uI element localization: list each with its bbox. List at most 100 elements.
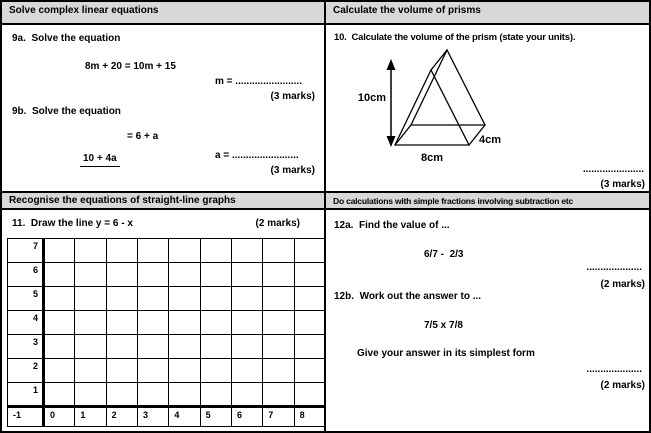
arrow-down-head [386,136,396,147]
q9a-marks: (3 marks) [270,91,315,102]
grid-cell [199,358,232,383]
grid-x-label: 7 [262,405,295,427]
arrow-up-head [386,59,396,70]
q11-label: 11. Draw the line y = 6 - x [12,218,133,229]
grid-cell [42,334,76,359]
q12b-answer-dots: .................... [586,364,642,375]
grid-y-label: 3 [7,334,45,359]
grid-cell [136,238,170,263]
prism-diagram: 10cm 8cm 4cm [358,48,501,164]
q10-marks: (3 marks) [600,179,645,190]
grid-y-label: 2 [7,358,45,383]
grid-cell [293,286,327,311]
grid-x-label: 0 [42,405,76,427]
q9a-equation: 8m + 20 = 10m + 15 [85,61,176,72]
section-header-volume-prisms: Calculate the volume of prisms [326,2,649,25]
grid-cell [262,310,295,335]
grid-cell [230,286,264,311]
pane-divider [324,2,326,431]
grid-cell [136,310,170,335]
grid-cell [74,358,107,383]
grid-cell [42,238,76,263]
grid-cell [105,310,138,335]
grid-cell [42,286,76,311]
section-header-linear-equations: Solve complex linear equations [2,2,324,25]
prism-depth-label: 4cm [479,134,501,146]
grid-cell [168,262,201,287]
grid-cell [168,310,201,335]
grid-cell [262,334,295,359]
grid-cell [168,334,201,359]
q9b-marks: (3 marks) [270,165,315,176]
q9b-answer-dots: ........................ [231,150,299,161]
grid-cell [105,334,138,359]
grid-cell [74,310,107,335]
prism-edges [390,48,487,146]
grid-x-label: 1 [74,405,107,427]
q9b-fraction: 10 + 4a 3 [80,129,120,227]
grid-cell [262,286,295,311]
q12a-label: 12a. Find the value of ... [334,220,450,231]
grid-cell [262,238,295,263]
grid-cell [105,358,138,383]
grid-cell [293,238,327,263]
q10-answer-dots: ...................... [582,164,644,175]
grid-cell [105,286,138,311]
grid-cell [74,238,107,263]
grid-x-label: -1 [7,405,45,427]
q9a-label: 9a. Solve the equation [12,33,121,44]
grid-cell [136,262,170,287]
grid-cell [105,382,138,407]
grid-cell [230,382,264,407]
grid-x-label: 2 [105,405,138,427]
grid-cell [74,334,107,359]
grid-cell [168,286,201,311]
q12b-note: Give your answer in its simplest form [357,348,535,359]
prism-height-label: 10cm [358,92,386,104]
grid-cell [74,286,107,311]
grid-cell [74,262,107,287]
grid-cell [168,238,201,263]
grid-cell [42,262,76,287]
grid-cell [105,238,138,263]
graph-grid[interactable]: 7 6 5 4 3 2 1 -1 0 1 2 3 4 5 6 7 8 [7,238,327,427]
grid-x-label: 6 [230,405,264,427]
q9b-label: 9b. Solve the equation [12,106,121,117]
grid-cell [42,358,76,383]
q9b-answer-line: a = ........................ [215,150,299,162]
grid-cell [293,358,327,383]
grid-cell [136,382,170,407]
grid-cell [293,310,327,335]
grid-cell [230,358,264,383]
q11-marks: (2 marks) [255,218,300,229]
grid-cell [293,382,327,407]
grid-cell [74,382,107,407]
q10-label: 10. Calculate the volume of the prism (s… [334,32,576,43]
grid-y-label: 7 [7,238,45,263]
grid-cell [199,238,232,263]
grid-y-label: 5 [7,286,45,311]
q9a-answer-prefix: m = [215,76,236,87]
grid-cell [42,310,76,335]
grid-y-label: 1 [7,382,45,407]
q12a-answer-dots: .................... [586,262,642,273]
grid-cell [262,382,295,407]
q12b-marks: (2 marks) [600,380,645,391]
grid-cell [168,358,201,383]
q12b-expression: 7/5 x 7/8 [424,320,463,331]
grid-x-label: 8 [293,405,327,427]
section-header-straight-line-graphs: Recognise the equations of straight-line… [2,191,324,210]
grid-cell [136,334,170,359]
grid-cell [230,262,264,287]
q9a-answer-dots: ........................ [235,76,302,87]
grid-cell [262,358,295,383]
grid-cell [136,358,170,383]
grid-cell [199,262,232,287]
grid-cell [105,262,138,287]
grid-cell [42,382,76,407]
q9b-rhs: = 6 + a [127,131,159,142]
grid-x-label: 3 [136,405,170,427]
q12a-marks: (2 marks) [600,279,645,290]
grid-cell [199,286,232,311]
